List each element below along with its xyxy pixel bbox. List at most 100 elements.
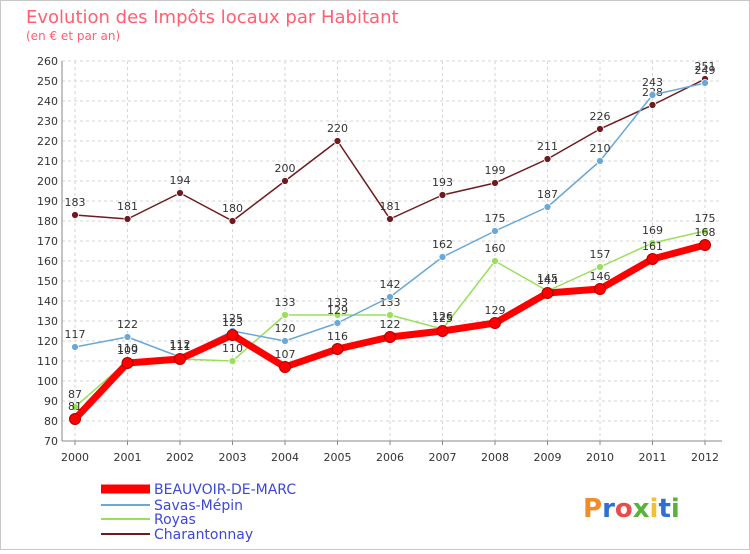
data-point bbox=[699, 239, 711, 251]
data-label: 199 bbox=[485, 164, 506, 177]
data-point bbox=[71, 403, 79, 411]
data-label: 144 bbox=[537, 274, 558, 287]
data-point bbox=[438, 253, 447, 261]
data-point bbox=[701, 79, 709, 87]
data-label: 160 bbox=[485, 242, 506, 255]
data-label: 157 bbox=[590, 248, 611, 261]
logo-letter: P bbox=[583, 494, 602, 524]
data-label: 116 bbox=[327, 330, 348, 343]
data-label: 183 bbox=[65, 196, 86, 209]
data-point bbox=[491, 179, 499, 187]
y-tick-label: 140 bbox=[37, 295, 58, 308]
data-point bbox=[331, 343, 344, 355]
y-tick-label: 240 bbox=[37, 95, 58, 108]
data-point bbox=[71, 343, 79, 351]
logo-letter: i bbox=[671, 494, 680, 524]
data-point bbox=[123, 333, 132, 341]
data-label: 175 bbox=[695, 212, 716, 225]
data-label: 123 bbox=[222, 316, 243, 329]
data-point bbox=[176, 189, 184, 197]
data-label: 117 bbox=[65, 328, 86, 341]
data-point bbox=[384, 331, 396, 343]
data-point bbox=[596, 157, 604, 165]
data-point bbox=[123, 215, 132, 223]
x-tick-label: 2010 bbox=[586, 451, 614, 464]
y-tick-label: 260 bbox=[37, 55, 58, 68]
legend: BEAUVOIR-DE-MARCSavas-MépinRoyasCharanto… bbox=[101, 482, 296, 543]
y-tick-label: 200 bbox=[37, 175, 58, 188]
data-label: 87 bbox=[68, 388, 82, 401]
plot-area: 7080901001101201301401501601701801902002… bbox=[37, 55, 722, 464]
legend-label: Savas-Mépin bbox=[154, 498, 243, 514]
data-label: 125 bbox=[222, 312, 243, 325]
data-label: 110 bbox=[117, 342, 138, 355]
data-point bbox=[333, 311, 342, 319]
data-label: 146 bbox=[590, 270, 611, 283]
data-label: 249 bbox=[695, 64, 716, 77]
data-label: 120 bbox=[275, 322, 296, 335]
data-label: 133 bbox=[327, 296, 348, 309]
data-label: 181 bbox=[380, 200, 401, 213]
data-point bbox=[386, 293, 394, 301]
data-point bbox=[174, 353, 186, 365]
data-point bbox=[438, 191, 447, 199]
data-point bbox=[648, 239, 657, 247]
y-tick-label: 120 bbox=[37, 335, 58, 348]
data-label: 193 bbox=[432, 176, 453, 189]
data-label: 251 bbox=[695, 60, 716, 73]
chart-subtitle: (en € et par an) bbox=[26, 29, 120, 43]
logo-letter: o bbox=[615, 494, 633, 524]
data-point bbox=[491, 257, 499, 265]
data-point bbox=[594, 283, 606, 295]
x-tick-label: 2002 bbox=[166, 451, 194, 464]
logo-letter: r bbox=[602, 494, 615, 524]
data-point bbox=[436, 325, 449, 337]
data-label: 122 bbox=[380, 318, 401, 331]
legend-label: Royas bbox=[154, 512, 196, 528]
data-label: 181 bbox=[117, 200, 138, 213]
data-label: 81 bbox=[68, 400, 82, 413]
y-tick-label: 150 bbox=[37, 275, 58, 288]
data-point bbox=[121, 357, 134, 369]
data-point bbox=[701, 227, 709, 235]
data-label: 169 bbox=[642, 224, 663, 237]
legend-label: BEAUVOIR-DE-MARC bbox=[154, 482, 296, 498]
data-label: 107 bbox=[275, 348, 296, 361]
data-label: 129 bbox=[327, 304, 348, 317]
legend-label: Charantonnay bbox=[154, 527, 253, 543]
y-tick-label: 90 bbox=[44, 395, 58, 408]
y-tick-label: 130 bbox=[37, 315, 58, 328]
y-tick-label: 80 bbox=[44, 415, 58, 428]
y-tick-label: 100 bbox=[37, 375, 58, 388]
data-point bbox=[281, 311, 289, 319]
data-label: 129 bbox=[485, 304, 506, 317]
series-0: 81 109 111 123 107 116 122 125 129 144 146 161 168 bbox=[68, 226, 716, 425]
data-label: 175 bbox=[485, 212, 506, 225]
data-point bbox=[646, 253, 659, 265]
data-label: 111 bbox=[170, 340, 191, 353]
data-label: 220 bbox=[327, 122, 348, 135]
series-1: 117 122 112 125 120 129 142 162 175 187 210 243 249 bbox=[65, 64, 716, 361]
data-point bbox=[543, 155, 552, 163]
y-tick-label: 70 bbox=[44, 435, 58, 448]
data-point bbox=[648, 91, 657, 99]
x-tick-label: 2003 bbox=[219, 451, 247, 464]
data-point bbox=[71, 211, 79, 219]
x-tick-label: 2007 bbox=[429, 451, 457, 464]
chart-title: Evolution des Impôts locaux par Habitant bbox=[26, 7, 399, 28]
y-tick-label: 210 bbox=[37, 155, 58, 168]
data-point bbox=[281, 337, 289, 345]
y-tick-label: 170 bbox=[37, 235, 58, 248]
data-point bbox=[281, 177, 289, 185]
data-point bbox=[386, 311, 394, 319]
data-point bbox=[279, 361, 291, 373]
data-label: 110 bbox=[222, 342, 243, 355]
data-label: 210 bbox=[590, 142, 611, 155]
data-point bbox=[541, 287, 554, 299]
series-3: 183181194180200220181193199211226238251 bbox=[65, 60, 716, 225]
data-point bbox=[226, 329, 239, 341]
x-tick-label: 2004 bbox=[271, 451, 299, 464]
proxiti-logo: Proxiti bbox=[583, 494, 680, 524]
data-label: 125 bbox=[432, 312, 453, 325]
